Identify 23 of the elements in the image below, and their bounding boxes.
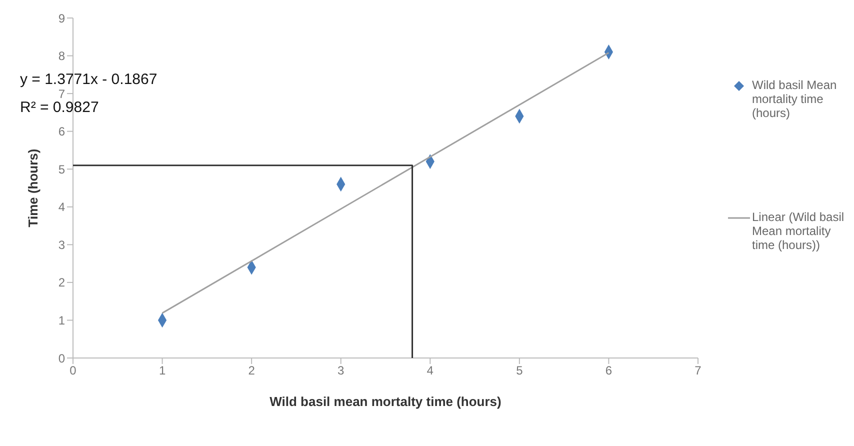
x-tick-label: 7 [694, 364, 702, 378]
annotation: R² = 0.9827 [20, 98, 100, 118]
legend-label: Linear (Wild basil Mean mortality time (hours)) [752, 210, 846, 252]
x-tick-label: 3 [338, 364, 345, 378]
x-tick-label: 6 [605, 364, 612, 378]
y-axis-title: Time (hours) [26, 148, 41, 228]
y-tick-label: 7 [58, 86, 66, 101]
x-tick-label: 2 [248, 364, 256, 378]
y-tick-label: 5 [58, 162, 66, 176]
x-tick-label: 4 [426, 364, 434, 378]
x-tick-label: 0 [70, 364, 77, 378]
x-tick-label: 5 [516, 364, 524, 378]
x-axis-title: Wild basil mean mortalty time (hours) [270, 394, 502, 409]
y-tick-label: 8 [58, 49, 66, 64]
y-tick-label: 2 [58, 276, 66, 290]
y-tick-label: 3 [58, 238, 66, 252]
y-tick-label: 1 [58, 313, 66, 328]
y-tick-label: 0 [58, 351, 66, 366]
y-tick-label: 9 [58, 11, 66, 26]
x-tick-label: 1 [158, 364, 166, 378]
y-tick-label: 4 [58, 200, 66, 214]
y-tick-label: 6 [58, 124, 66, 139]
legend-label: Wild basil Mean mortality time (hours) [752, 78, 838, 120]
